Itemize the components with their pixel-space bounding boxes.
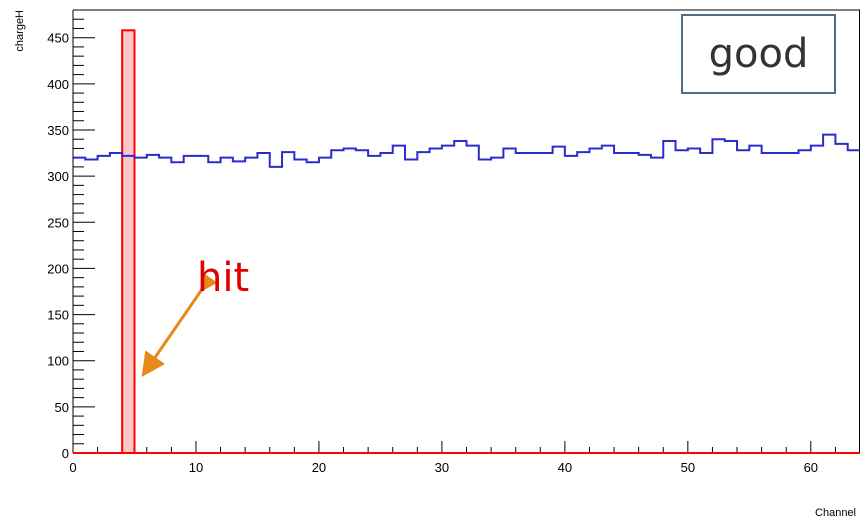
y-tick-label: 0 <box>62 446 69 461</box>
x-tick-label: 10 <box>189 460 203 475</box>
y-axis-minor-ticks <box>73 18 95 454</box>
y-tick-label: 50 <box>55 400 69 415</box>
y-tick-label: 100 <box>47 354 69 369</box>
y-tick-label: 400 <box>47 77 69 92</box>
x-axis-title: Channel <box>815 507 856 519</box>
good-label-box: good <box>681 14 836 94</box>
hit-arrow <box>141 272 218 377</box>
y-tick-label: 300 <box>47 169 69 184</box>
x-tick-label: 40 <box>558 460 572 475</box>
y-tick-label: 200 <box>47 261 69 276</box>
y-tick-label: 250 <box>47 215 69 230</box>
x-tick-label: 20 <box>312 460 326 475</box>
x-axis-minor-ticks <box>72 441 860 453</box>
x-tick-label: 60 <box>804 460 818 475</box>
y-tick-label: 350 <box>47 123 69 138</box>
x-tick-label: 0 <box>69 460 76 475</box>
x-axis-tick-labels: 0 10 20 30 40 50 60 <box>69 460 818 475</box>
hit-label: hit <box>197 255 250 301</box>
y-axis-tick-labels: 0 50 100 150 200 250 300 350 400 450 <box>47 31 69 461</box>
y-tick-label: 450 <box>47 31 69 46</box>
hit-bar <box>121 29 136 454</box>
good-label-text: good <box>708 31 809 77</box>
y-axis-title: chargeH <box>14 10 26 52</box>
x-tick-label: 50 <box>681 460 695 475</box>
charge-step-line <box>73 133 860 168</box>
x-tick-label: 30 <box>435 460 449 475</box>
hit-bars <box>121 29 136 454</box>
y-tick-label: 150 <box>47 308 69 323</box>
